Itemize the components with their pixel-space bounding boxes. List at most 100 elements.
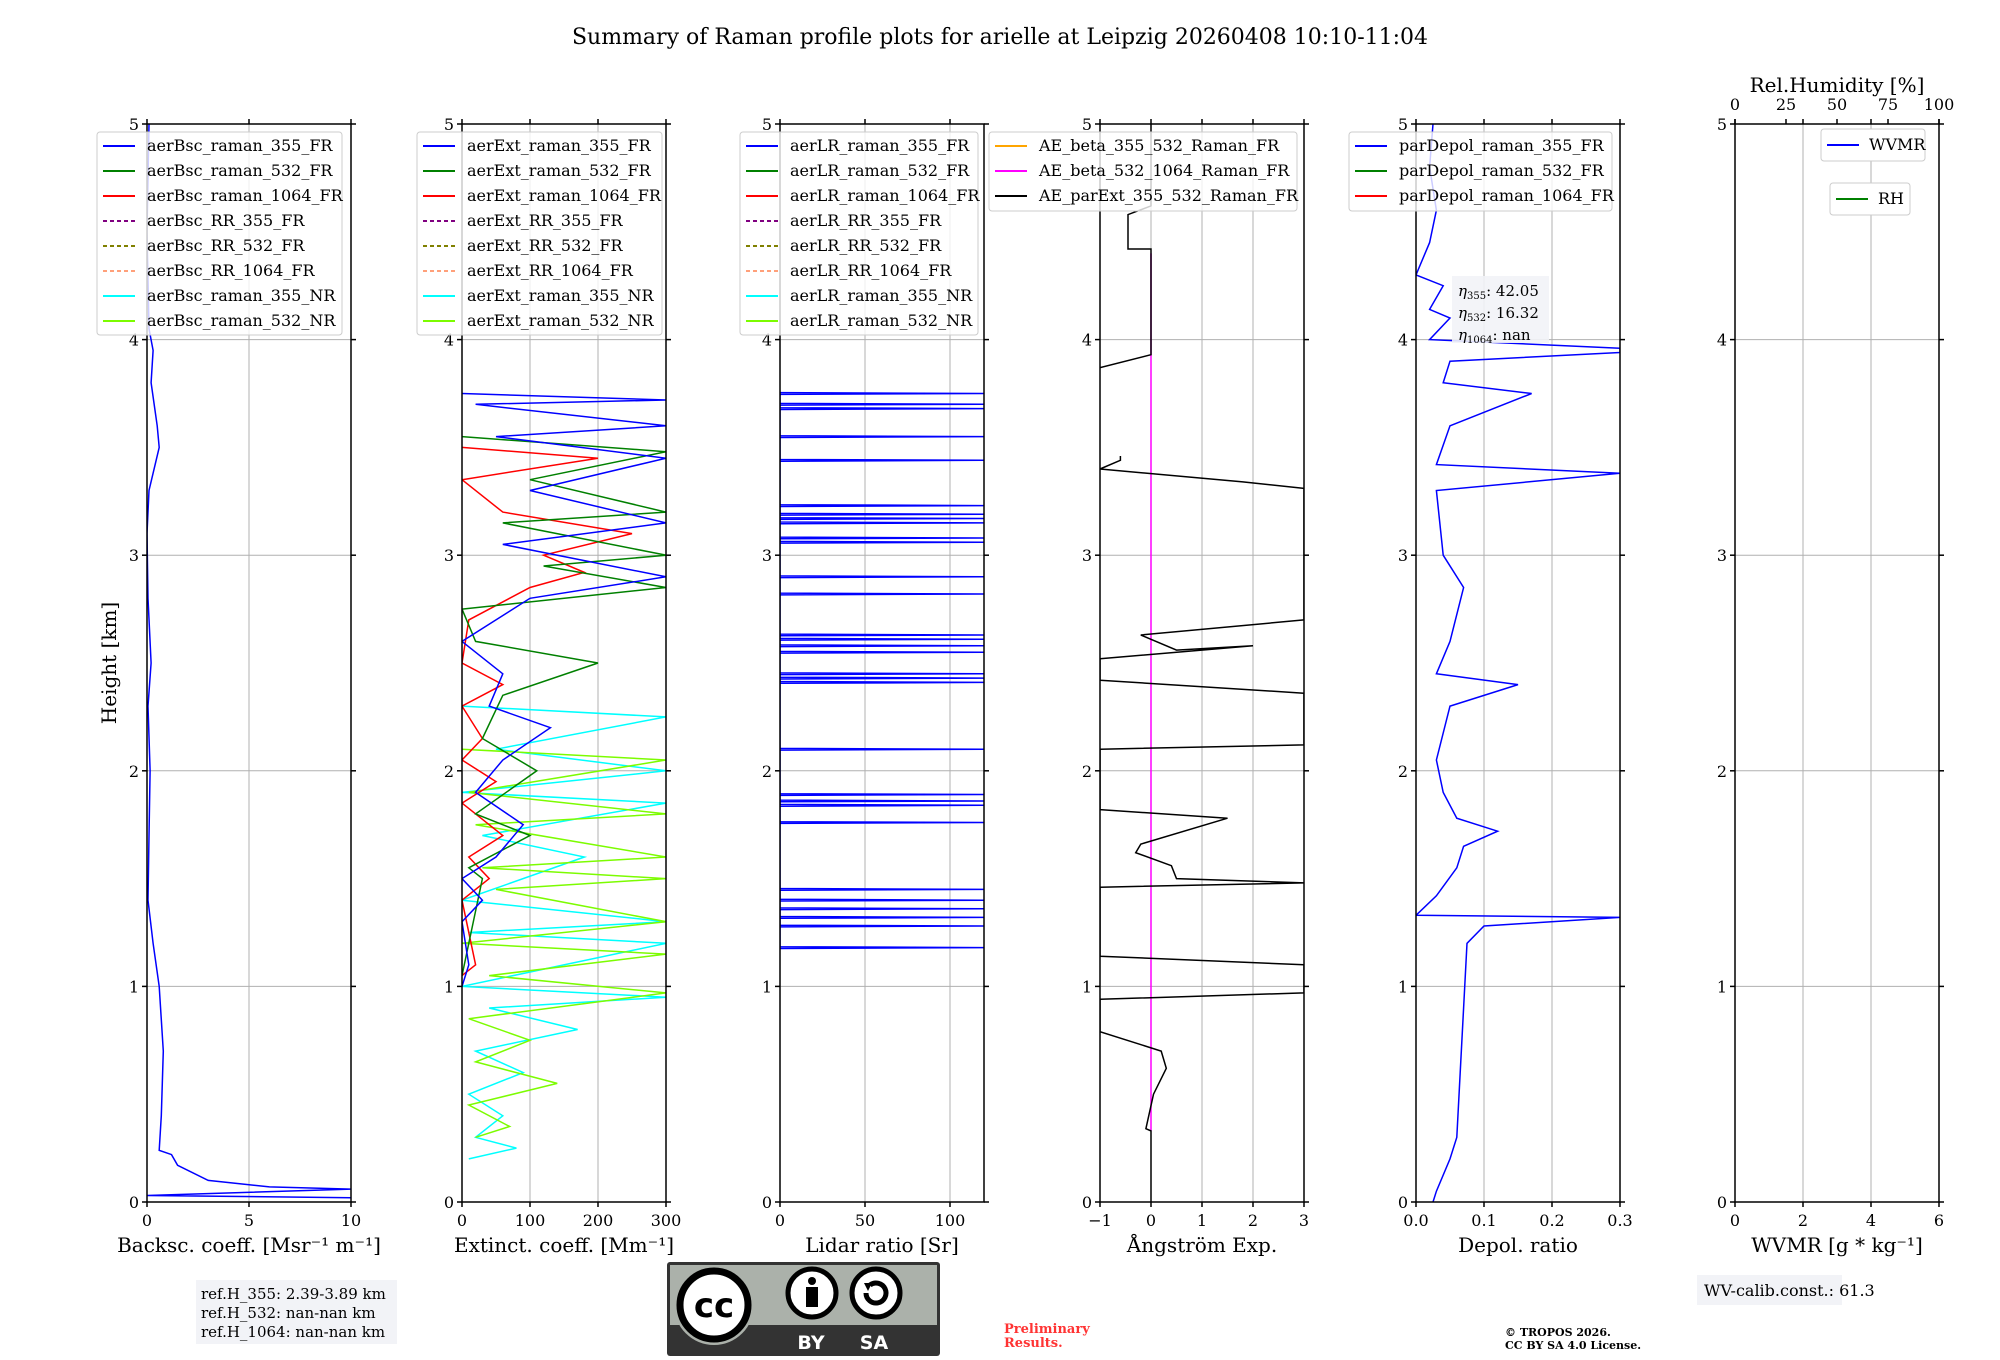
y-tick-label: 4 bbox=[444, 331, 454, 350]
series-group bbox=[462, 392, 666, 1160]
ref-height-532: ref.H_532: nan-nan km bbox=[201, 1304, 376, 1322]
legend-label: aerExt_raman_1064_FR bbox=[467, 186, 662, 205]
y-tick-label: 0 bbox=[129, 1193, 139, 1212]
eta-532-value: 16.32 bbox=[1496, 304, 1539, 322]
legend-box bbox=[988, 131, 1298, 212]
series-group bbox=[147, 124, 351, 1199]
y-tick-label: 0 bbox=[444, 1193, 454, 1212]
legend-label: RH bbox=[1878, 189, 1904, 208]
x-axis-label: WVMR [g * kg⁻¹] bbox=[1751, 1233, 1923, 1257]
x-tick-label: 100 bbox=[515, 1211, 546, 1230]
wv-calib-text: WV-calib.const.: 61.3 bbox=[1704, 1281, 1875, 1300]
legend-label: aerBsc_RR_532_FR bbox=[147, 236, 305, 255]
y-tick-label: 4 bbox=[762, 331, 772, 350]
x-tick-label: 10 bbox=[341, 1211, 361, 1230]
by-label: BY bbox=[797, 1332, 824, 1354]
preliminary-line1: Preliminary bbox=[1004, 1322, 1090, 1337]
y-tick-label: 2 bbox=[444, 762, 454, 781]
y-tick-label: 5 bbox=[1082, 115, 1092, 134]
y-tick-label: 0 bbox=[1398, 1193, 1408, 1212]
x-tick-label: 0.2 bbox=[1539, 1211, 1564, 1230]
series-group bbox=[1416, 124, 1620, 1202]
ref-height-1064: ref.H_1064: nan-nan km bbox=[201, 1323, 385, 1341]
series-line-aerExt_raman_1064_FR bbox=[462, 446, 633, 977]
x-tick-label: 0 bbox=[457, 1211, 467, 1230]
panel-3: 0 50 100 0 1 2 3 4 5 Lidar ratio [Sr] aerLR_raman_… bbox=[739, 115, 989, 1257]
series-line-aerBsc_raman_355_FR bbox=[147, 124, 351, 1199]
y-tick-label: 3 bbox=[1082, 546, 1092, 565]
y-tick-label: 5 bbox=[444, 115, 454, 134]
legend-box bbox=[1820, 128, 1926, 162]
y-tick-label: 3 bbox=[1398, 546, 1408, 565]
legend-label: AE_beta_355_532_Raman_FR bbox=[1038, 136, 1280, 155]
x-tick-label: 100 bbox=[935, 1211, 966, 1230]
cc-by-sa-logo: cc BY SA bbox=[667, 1262, 940, 1356]
y-tick-label: 5 bbox=[1398, 115, 1408, 134]
x-tick-label: 0.1 bbox=[1471, 1211, 1496, 1230]
x-tick-label: 2 bbox=[1248, 1211, 1258, 1230]
series-line-aerExt_raman_355_NR bbox=[462, 705, 666, 1160]
y-tick-label: 3 bbox=[762, 546, 772, 565]
legend: aerBsc_raman_355_FR aerBsc_raman_532_FRae… bbox=[96, 131, 344, 336]
legend-label: aerLR_RR_532_FR bbox=[790, 236, 942, 255]
y-tick-label: 2 bbox=[1082, 762, 1092, 781]
legend-label: aerExt_RR_355_FR bbox=[467, 211, 624, 230]
copyright-line1: © TROPOS 2026. bbox=[1505, 1326, 1611, 1339]
eta-355-label: η355: 42.05 bbox=[1458, 282, 1539, 302]
x-tick-label: 0.3 bbox=[1607, 1211, 1632, 1230]
x-axis-label: Ångström Exp. bbox=[1126, 1232, 1277, 1257]
y-tick-label: 1 bbox=[1717, 977, 1727, 996]
ref-height-box: ref.H_355: 2.39-3.89 km ref.H_532: nan-n… bbox=[196, 1280, 397, 1344]
y-tick-label: 1 bbox=[1082, 977, 1092, 996]
y-tick-label: 1 bbox=[444, 977, 454, 996]
series-line-parDepol_raman_355_FR bbox=[1416, 124, 1620, 1202]
y-tick-label: 3 bbox=[444, 546, 454, 565]
x-tick-label: 4 bbox=[1866, 1211, 1876, 1230]
legend: aerExt_raman_355_FR aerExt_raman_532_FRae… bbox=[416, 131, 663, 336]
y-tick-label: 4 bbox=[1717, 331, 1727, 350]
y-tick-label: 0 bbox=[762, 1193, 772, 1212]
series-line-aerExt_raman_355_FR bbox=[462, 392, 666, 987]
panel-5: 0.0 0.1 0.2 0.3 0 1 2 3 4 5 Depol. ratio parDepol_r… bbox=[1348, 115, 1633, 1257]
x-tick-label: 0 bbox=[775, 1211, 785, 1230]
preliminary-line2: Results. bbox=[1004, 1336, 1063, 1351]
x-tick-label: 2 bbox=[1798, 1211, 1808, 1230]
x-axis-label: Backsc. coeff. [Msr⁻¹ m⁻¹] bbox=[117, 1233, 381, 1257]
series-line-aerExt_raman_532_NR bbox=[462, 748, 666, 1139]
x-tick-label: 3 bbox=[1299, 1211, 1309, 1230]
legend: parDepol_raman_355_FR parDepol_raman_532_… bbox=[1348, 131, 1615, 212]
y-tick-label: 1 bbox=[1398, 977, 1408, 996]
legend: AE_beta_355_532_Raman_FR AE_beta_532_1064… bbox=[988, 131, 1299, 212]
y-axis-label: Height [km] bbox=[97, 602, 121, 724]
legend-label: parDepol_raman_355_FR bbox=[1399, 136, 1605, 155]
x-tick-label: 6 bbox=[1934, 1211, 1944, 1230]
axes-frame bbox=[1099, 123, 1305, 1203]
legend-label: aerExt_raman_355_FR bbox=[467, 136, 652, 155]
legend: aerLR_raman_355_FR aerLR_raman_532_FR aerL… bbox=[739, 131, 980, 336]
legend-label: aerBsc_RR_1064_FR bbox=[147, 261, 316, 280]
legend-label: parDepol_raman_532_FR bbox=[1399, 161, 1605, 180]
legend-label: aerLR_RR_355_FR bbox=[790, 211, 942, 230]
sa-label: SA bbox=[860, 1332, 889, 1354]
y-tick-label: 5 bbox=[129, 115, 139, 134]
series-line-aerExt_raman_532_FR bbox=[462, 435, 666, 976]
top-x-tick-label: 100 bbox=[1924, 95, 1955, 114]
legend-label: aerLR_RR_1064_FR bbox=[790, 261, 952, 280]
y-tick-label: 4 bbox=[129, 331, 139, 350]
x-tick-label: 200 bbox=[583, 1211, 614, 1230]
top-x-tick-label: 0 bbox=[1730, 95, 1740, 114]
legend-label: aerBsc_RR_355_FR bbox=[147, 211, 305, 230]
axes-frame bbox=[146, 123, 352, 1203]
copyright-line2: CC BY SA 4.0 License. bbox=[1505, 1339, 1641, 1352]
legend-label: AE_parExt_355_532_Raman_FR bbox=[1038, 186, 1299, 205]
x-tick-label: 1 bbox=[1197, 1211, 1207, 1230]
x-tick-label: 5 bbox=[244, 1211, 254, 1230]
wv-calib-box: WV-calib.const.: 61.3 bbox=[1697, 1275, 1875, 1305]
x-tick-label: 0 bbox=[1146, 1211, 1156, 1230]
panel-6: 0 2 4 6 0 1 2 3 4 5 WVMR [g * kg⁻¹] 0 25 50 75 100Rel.H… bbox=[1717, 73, 1954, 1257]
legend-label: aerLR_raman_1064_FR bbox=[790, 186, 980, 205]
legend-label: AE_beta_532_1064_Raman_FR bbox=[1038, 161, 1290, 180]
legend-label: aerBsc_raman_532_NR bbox=[147, 311, 336, 330]
